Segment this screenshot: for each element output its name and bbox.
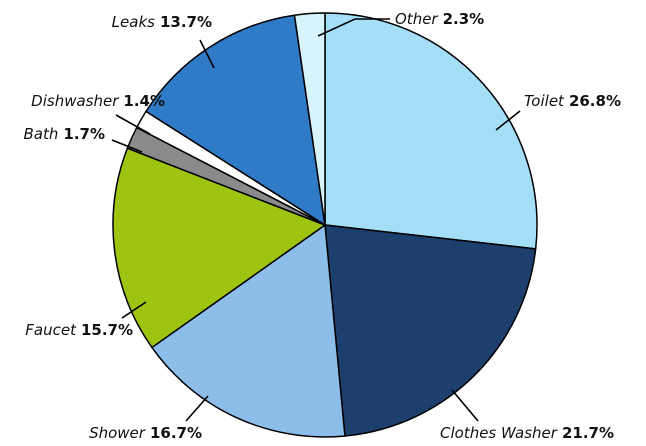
value-label: 1.7% <box>63 125 105 143</box>
value-label: 1.4% <box>123 92 165 110</box>
value-label: 16.7% <box>150 424 202 442</box>
leader-line <box>317 18 390 37</box>
slice-label: Toilet 26.8% <box>524 92 621 110</box>
slice-label: Other 2.3% <box>395 10 484 28</box>
leader-line <box>115 114 151 135</box>
value-label: 2.3% <box>443 10 485 28</box>
pie-slice <box>293 12 326 226</box>
pie-slice <box>144 14 326 227</box>
slice-label: Clothes Washer 21.7% <box>440 424 614 442</box>
slice-label: Bath 1.7% <box>24 125 105 143</box>
category-name: Other <box>395 10 438 28</box>
value-label: 15.7% <box>81 321 133 339</box>
category-name: Leaks <box>112 13 155 31</box>
value-label: 26.8% <box>569 92 621 110</box>
leader-line <box>451 389 479 422</box>
slice-label: Shower 16.7% <box>89 424 202 442</box>
slice-label: Leaks 13.7% <box>112 13 212 31</box>
leader-line <box>121 301 147 319</box>
category-name: Toilet <box>524 92 565 110</box>
category-name: Dishwasher <box>31 92 119 110</box>
pie-slice <box>324 12 538 250</box>
value-label: 21.7% <box>562 424 614 442</box>
category-name: Faucet <box>25 321 77 339</box>
slice-label: Faucet 15.7% <box>25 321 133 339</box>
category-name: Bath <box>24 125 59 143</box>
category-name: Shower <box>89 424 146 442</box>
pie-slice <box>112 147 327 349</box>
slice-label: Dishwasher 1.4% <box>31 92 165 110</box>
leader-line <box>185 395 209 422</box>
category-name: Clothes Washer <box>440 424 558 442</box>
pie-slice <box>150 223 346 438</box>
pie-slice <box>324 224 537 437</box>
leader-line <box>111 139 143 153</box>
value-label: 13.7% <box>160 13 212 31</box>
leader-line <box>495 110 521 131</box>
leader-line <box>199 39 215 69</box>
